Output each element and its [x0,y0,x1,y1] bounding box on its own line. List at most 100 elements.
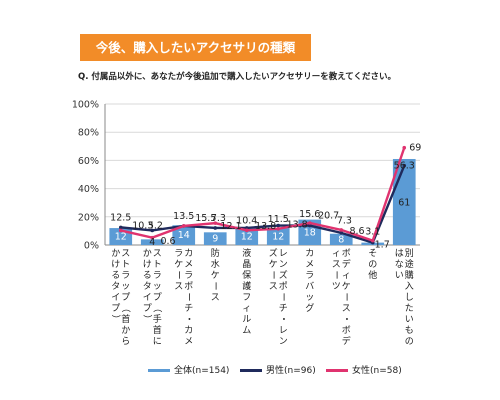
x-tick-label: ー [209,281,219,290]
x-tick-label: 首 [121,313,130,325]
data-label: 11.5 [268,214,289,225]
bar [140,239,164,245]
x-tick-label: そ [368,248,377,259]
bar [266,228,290,245]
x-tick-label: ー [173,270,183,279]
x-tick-label: ケ [342,281,351,292]
chart-title-banner: 今後、購入したいアクセサリの種類 [80,34,311,61]
x-tick-label: カ [305,248,314,259]
x-tick-label: イ [111,293,120,303]
x-tick-label: ） [110,314,121,323]
x-tick-label: た [405,303,414,314]
x-tick-label: プ [143,303,152,314]
x-tick-label: ー [330,270,340,279]
x-tick-label: け [111,259,120,270]
x-tick-label: る [111,270,120,281]
x-tick-label: ポ [279,281,288,292]
x-tick-label: ィ [342,271,351,281]
x-tick-label: グ [305,302,314,314]
point-male [150,228,155,233]
x-tick-label: 別 [405,248,414,259]
x-tick-label: ス [153,249,162,259]
point-female [402,145,407,150]
chart-legend: 全体(n=154) 男性(n=96) 女性(n=58) [0,364,500,380]
data-label: 13.8 [287,220,308,231]
point-female [181,224,186,228]
bar [329,233,353,245]
data-label: 5.2 [148,221,163,232]
x-tick-label: プ [121,292,130,303]
y-tick-label: 80% [78,128,99,139]
x-tick-label: イ [143,293,152,303]
x-tick-label: ト [153,260,162,270]
point-male [118,225,123,230]
x-tick-label: ス [332,260,341,270]
x-tick-label: い [395,271,404,281]
x-tick-label: ・ [277,314,287,323]
survey-question: Q. 付属品以外に、あなたが今後追加で購入したいアクセサリーを教えてください。 [78,72,397,82]
x-tick-label: ー [340,292,350,301]
x-tick-label: ポ [184,281,193,292]
x-tick-label: な [395,259,404,270]
x-tick-label: る [143,270,152,281]
data-label: 15.6 [299,209,320,220]
x-tick-label: ス [121,249,130,259]
x-tick-label: カ [184,248,193,259]
data-label: 12 [272,232,284,243]
data-label: 8 [338,234,344,245]
series-line-female [120,147,406,243]
x-tick-label: メ [184,337,193,347]
data-label: 9 [212,234,218,245]
x-tick-label: 護 [242,280,251,292]
x-tick-label: ッ [121,282,130,292]
x-tick-label: 水 [211,258,220,270]
x-tick-label: は [395,248,404,259]
x-tick-label: ン [279,337,288,347]
data-label: 0.6 [160,236,175,247]
x-tick-label: レ [279,326,288,336]
legend-label-male: 男性(n=96) [266,366,316,376]
point-male [307,223,312,228]
data-label: 20.7 [318,210,339,221]
x-tick-label: に [153,336,162,347]
x-tick-label: ケ [174,259,183,270]
point-female [339,228,344,232]
point-female [307,221,312,225]
series-line-male [120,165,406,245]
x-tick-label: ル [242,315,251,325]
data-label: 10.4 [236,215,257,226]
x-tick-label: デ [342,335,351,347]
x-tick-label: ィ [332,249,341,259]
x-tick-label: タ [143,281,152,292]
x-tick-label: 首 [153,324,162,336]
x-tick-label: ー [277,292,287,301]
bar [235,228,259,245]
data-label: 15.5 [195,213,216,224]
x-tick-label: い [405,315,414,325]
x-tick-label: か [121,325,130,336]
x-tick-label: 手 [153,313,162,325]
x-tick-label: タ [111,281,120,292]
x-tick-label: ィ [242,304,251,314]
x-tick-label: ム [242,325,251,336]
legend-swatch-female [326,369,348,372]
data-label: 56.3 [394,161,415,172]
x-tick-label: 液 [242,247,251,259]
y-tick-label: 60% [78,156,99,167]
x-tick-label: か [143,248,152,259]
x-tick-label: か [111,248,120,259]
x-tick-label: ラ [153,270,162,281]
data-label: 12.5 [110,212,131,223]
data-label: 1.7 [375,240,390,251]
data-label: 18 [304,227,316,238]
x-tick-label: チ [184,303,193,314]
x-tick-label: （ [120,303,131,312]
x-tick-label: 保 [242,269,251,281]
y-tick-label: 20% [78,212,99,223]
x-tick-label: ） [141,314,152,323]
x-tick-label: （ [151,303,162,312]
x-tick-label: ス [342,304,351,314]
x-tick-label: 入 [405,281,414,292]
x-tick-label: ケ [269,259,278,270]
